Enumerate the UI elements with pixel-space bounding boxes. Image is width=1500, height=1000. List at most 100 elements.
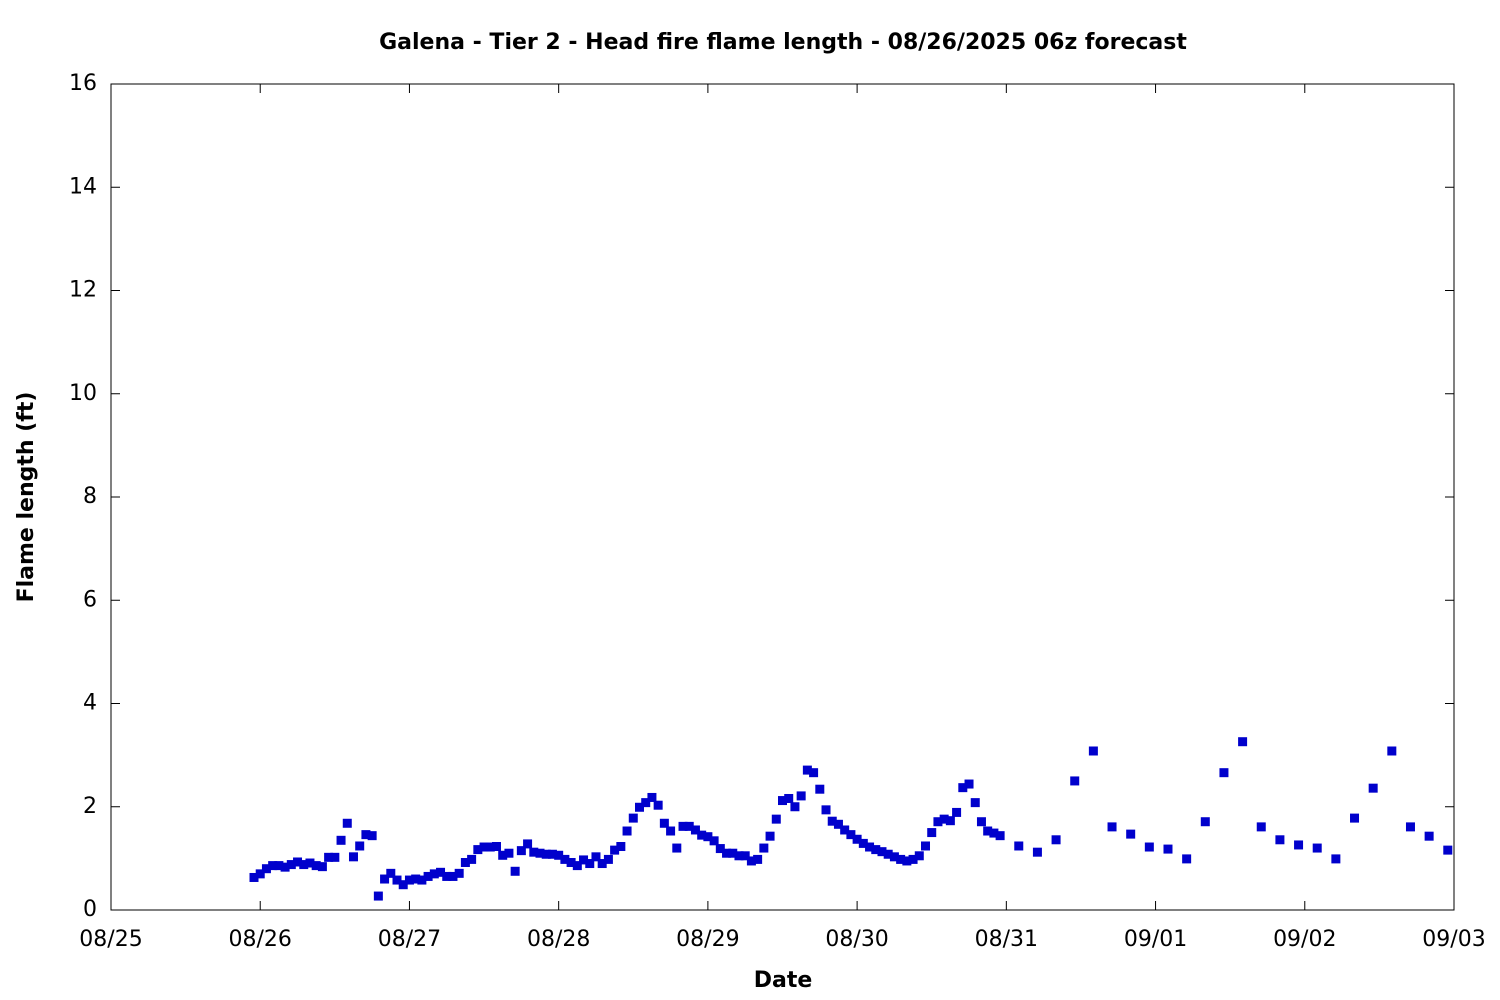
point: [852, 834, 862, 844]
point: [324, 852, 334, 862]
point: [728, 848, 738, 858]
point: [330, 852, 340, 862]
x-tick-label: 08/28: [527, 927, 590, 952]
point: [697, 830, 707, 840]
point: [249, 872, 259, 882]
point: [678, 821, 688, 831]
point: [386, 868, 396, 878]
point: [989, 828, 999, 838]
point: [554, 850, 564, 860]
point: [417, 875, 427, 885]
y-tick-label: 12: [69, 278, 97, 303]
point: [523, 839, 533, 849]
point: [603, 854, 613, 864]
point: [628, 813, 638, 823]
point: [945, 816, 955, 826]
point: [1331, 854, 1341, 864]
point: [392, 875, 402, 885]
point: [970, 798, 980, 808]
point: [504, 848, 514, 858]
point: [1051, 835, 1061, 845]
point: [1014, 841, 1024, 851]
y-tick-label: 16: [69, 71, 97, 96]
y-axis-label: Flame length (ft): [14, 392, 39, 603]
x-tick-label: 09/02: [1273, 927, 1336, 952]
point: [616, 842, 626, 852]
point: [914, 851, 924, 861]
point: [672, 843, 682, 853]
point: [1256, 822, 1266, 832]
point: [498, 850, 508, 860]
point: [1088, 746, 1098, 756]
point: [367, 831, 377, 841]
point: [958, 783, 968, 793]
point: [1350, 813, 1360, 823]
point: [529, 847, 539, 857]
x-tick-label: 08/26: [229, 927, 292, 952]
point: [765, 831, 775, 841]
point: [348, 852, 358, 862]
x-tick-label: 08/25: [79, 927, 142, 952]
point: [579, 855, 589, 865]
point: [454, 868, 464, 878]
point: [541, 849, 551, 859]
point: [566, 858, 576, 868]
x-tick-label: 08/27: [378, 927, 441, 952]
point: [585, 859, 595, 869]
point: [709, 836, 719, 846]
point: [815, 784, 825, 794]
point: [411, 874, 421, 884]
point: [299, 860, 309, 870]
x-tick-label: 09/03: [1422, 927, 1485, 952]
point: [722, 848, 732, 858]
point: [877, 847, 887, 857]
point: [641, 798, 651, 808]
point: [1200, 817, 1210, 827]
point: [871, 845, 881, 855]
point: [983, 826, 993, 836]
point: [442, 871, 452, 881]
point: [666, 826, 676, 836]
point: [659, 818, 669, 828]
point: [293, 857, 303, 867]
point: [1275, 835, 1285, 845]
point: [479, 842, 489, 852]
point: [1182, 854, 1192, 864]
point: [1387, 746, 1397, 756]
point: [746, 856, 756, 866]
point: [423, 871, 433, 881]
point: [809, 768, 819, 778]
point: [355, 841, 365, 851]
point: [361, 830, 371, 840]
point: [753, 854, 763, 864]
point: [734, 851, 744, 861]
point: [1126, 829, 1136, 839]
point: [1219, 768, 1229, 778]
point: [995, 831, 1005, 841]
point: [715, 844, 725, 854]
y-tick-label: 14: [69, 174, 97, 199]
point: [921, 841, 931, 851]
point: [261, 864, 271, 874]
x-tick-label: 08/30: [825, 927, 888, 952]
point: [771, 814, 781, 824]
point: [1424, 831, 1434, 841]
point: [286, 860, 296, 870]
x-tick-label: 09/01: [1124, 927, 1187, 952]
point: [491, 842, 501, 852]
point: [560, 854, 570, 864]
point: [1294, 840, 1304, 850]
point: [485, 842, 495, 852]
point: [342, 818, 352, 828]
point: [591, 852, 601, 862]
point: [821, 805, 831, 815]
point: [740, 851, 750, 861]
y-tick-label: 2: [83, 794, 97, 819]
point: [305, 858, 315, 868]
point: [436, 867, 446, 877]
point: [429, 869, 439, 879]
point: [865, 842, 875, 852]
point: [510, 866, 520, 876]
point: [690, 825, 700, 835]
point: [1312, 843, 1322, 853]
